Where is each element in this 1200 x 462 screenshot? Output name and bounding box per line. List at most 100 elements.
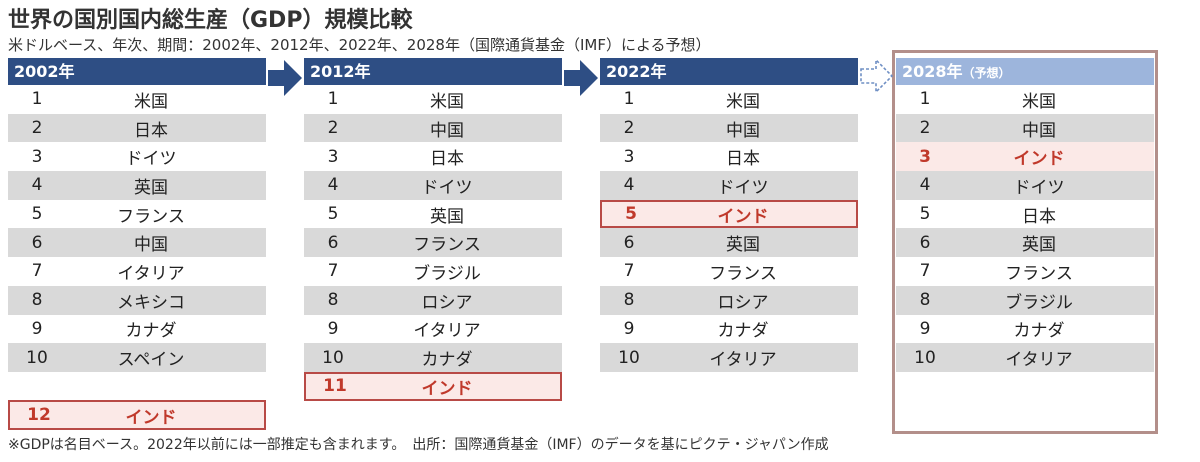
rank-cell: 12 bbox=[27, 405, 51, 425]
table-row: 10 イタリア bbox=[600, 343, 858, 372]
rank-cell: 8 bbox=[623, 290, 635, 311]
table-row: 3 インド bbox=[896, 142, 1154, 172]
table-row: 7 フランス bbox=[896, 257, 1154, 286]
rank-cell: 5 bbox=[919, 204, 931, 225]
rank-cell: 8 bbox=[31, 290, 43, 311]
rank-cell: 1 bbox=[919, 89, 931, 110]
rank-cell: 11 bbox=[323, 376, 347, 397]
column-0: 2002年 1 米国 2 日本 3 ドイツ 4 英国 5 フランス 6 中国 7 イタリア 8 メキシコ 9 カナダ… bbox=[8, 58, 266, 372]
rank-cell: 9 bbox=[327, 318, 339, 339]
rank-cell: 3 bbox=[31, 146, 43, 167]
rank-cell: 7 bbox=[327, 261, 339, 282]
column-header: 2028年（予想） bbox=[896, 58, 1154, 85]
country-cell: カナダ bbox=[1013, 321, 1065, 342]
country-cell: インド bbox=[125, 407, 177, 428]
rank-cell: 9 bbox=[31, 318, 43, 339]
rank-cell: 7 bbox=[919, 261, 931, 282]
country-cell: メキシコ bbox=[117, 292, 185, 313]
country-cell: 英国 bbox=[726, 235, 760, 256]
rank-cell: 1 bbox=[327, 89, 339, 110]
column-header: 2002年 bbox=[8, 58, 266, 85]
column-1: 2012年 1 米国 2 中国 3 日本 4 ドイツ 5 英国 6 フランス 7 ブラジル 8 ロシア 9 イタリア… bbox=[304, 58, 562, 401]
rank-cell: 8 bbox=[919, 290, 931, 311]
country-cell: フランス bbox=[117, 206, 185, 227]
country-cell: フランス bbox=[413, 235, 481, 256]
rank-cell: 5 bbox=[625, 204, 637, 225]
country-cell: ドイツ bbox=[421, 177, 473, 198]
arrow-icon bbox=[564, 60, 598, 96]
table-row: 2 中国 bbox=[600, 113, 858, 143]
rank-cell: 6 bbox=[327, 232, 339, 253]
table-row: 6 中国 bbox=[8, 228, 266, 258]
table-row: 10 イタリア bbox=[896, 343, 1154, 372]
table-row: 2 中国 bbox=[304, 113, 562, 143]
column-suffix: （予想） bbox=[962, 66, 1011, 80]
table-row: 8 ブラジル bbox=[896, 285, 1154, 315]
table-row: 6 フランス bbox=[304, 228, 562, 258]
country-cell: インド bbox=[1013, 149, 1065, 170]
table-row: 9 カナダ bbox=[8, 315, 266, 344]
country-cell: 日本 bbox=[1022, 206, 1056, 227]
rank-cell: 4 bbox=[919, 175, 931, 196]
country-cell: 日本 bbox=[726, 149, 760, 170]
country-cell: イタリア bbox=[413, 321, 481, 342]
table-row: 4 英国 bbox=[8, 171, 266, 200]
rank-cell: 3 bbox=[919, 146, 931, 167]
row-2002-india: 12 インド bbox=[8, 400, 266, 430]
country-cell: イタリア bbox=[709, 350, 777, 371]
table-row: 2 日本 bbox=[8, 113, 266, 143]
column-year: 2022年 bbox=[606, 62, 667, 81]
rank-cell: 10 bbox=[618, 347, 640, 368]
table-row: 8 ロシア bbox=[600, 285, 858, 315]
country-cell: イタリア bbox=[117, 263, 185, 284]
country-cell: 英国 bbox=[134, 177, 168, 198]
country-cell: カナダ bbox=[717, 321, 769, 342]
column-2: 2022年 1 米国 2 中国 3 日本 4 ドイツ 5 インド 6 英国 7 フランス 8 ロシア 9 カナダ 10… bbox=[600, 58, 858, 372]
rank-cell: 4 bbox=[327, 175, 339, 196]
country-cell: イタリア bbox=[1005, 350, 1073, 371]
country-cell: インド bbox=[421, 378, 473, 399]
rank-cell: 10 bbox=[914, 347, 936, 368]
country-cell: インド bbox=[717, 206, 769, 227]
table-row: 3 日本 bbox=[600, 142, 858, 171]
country-cell: ブラジル bbox=[1005, 292, 1073, 313]
rank-cell: 6 bbox=[31, 232, 43, 253]
table-row: 5 インド bbox=[600, 199, 858, 229]
table-row: 3 ドイツ bbox=[8, 142, 266, 171]
country-cell: 米国 bbox=[1022, 91, 1056, 112]
table-row: 1 米国 bbox=[896, 85, 1154, 114]
country-cell: 日本 bbox=[430, 149, 464, 170]
table-row: 1 米国 bbox=[600, 85, 858, 114]
table-row: 7 フランス bbox=[600, 257, 858, 286]
table-row: 5 日本 bbox=[896, 200, 1154, 229]
country-cell: 英国 bbox=[430, 206, 464, 227]
country-cell: 中国 bbox=[134, 235, 168, 256]
country-cell: 米国 bbox=[134, 91, 168, 112]
rank-cell: 9 bbox=[623, 318, 635, 339]
table-row: 1 米国 bbox=[8, 85, 266, 114]
country-cell: フランス bbox=[709, 263, 777, 284]
table-row: 3 日本 bbox=[304, 142, 562, 171]
table-row: 8 ロシア bbox=[304, 285, 562, 315]
rank-cell: 9 bbox=[919, 318, 931, 339]
rank-cell: 5 bbox=[327, 204, 339, 225]
country-cell: 中国 bbox=[430, 120, 464, 141]
rank-cell: 4 bbox=[623, 175, 635, 196]
country-cell: ブラジル bbox=[413, 263, 481, 284]
rank-cell: 5 bbox=[31, 204, 43, 225]
table-row: 7 ブラジル bbox=[304, 257, 562, 286]
country-cell: ドイツ bbox=[1013, 177, 1065, 198]
table-row: 10 スペイン bbox=[8, 343, 266, 372]
rank-cell: 1 bbox=[31, 89, 43, 110]
table-row: 4 ドイツ bbox=[304, 171, 562, 200]
table-row: 4 ドイツ bbox=[600, 171, 858, 200]
country-cell: 英国 bbox=[1022, 235, 1056, 256]
column-header: 2022年 bbox=[600, 58, 858, 85]
table-row: 9 イタリア bbox=[304, 315, 562, 344]
table-row: 6 英国 bbox=[896, 228, 1154, 258]
chart-subtitle: 米ドルベース、年次、期間：2002年、2012年、2022年、2028年（国際通… bbox=[8, 36, 711, 54]
rank-cell: 7 bbox=[31, 261, 43, 282]
country-cell: ロシア bbox=[717, 292, 769, 313]
column-year: 2028年 bbox=[902, 62, 963, 81]
country-cell: ドイツ bbox=[717, 177, 769, 198]
